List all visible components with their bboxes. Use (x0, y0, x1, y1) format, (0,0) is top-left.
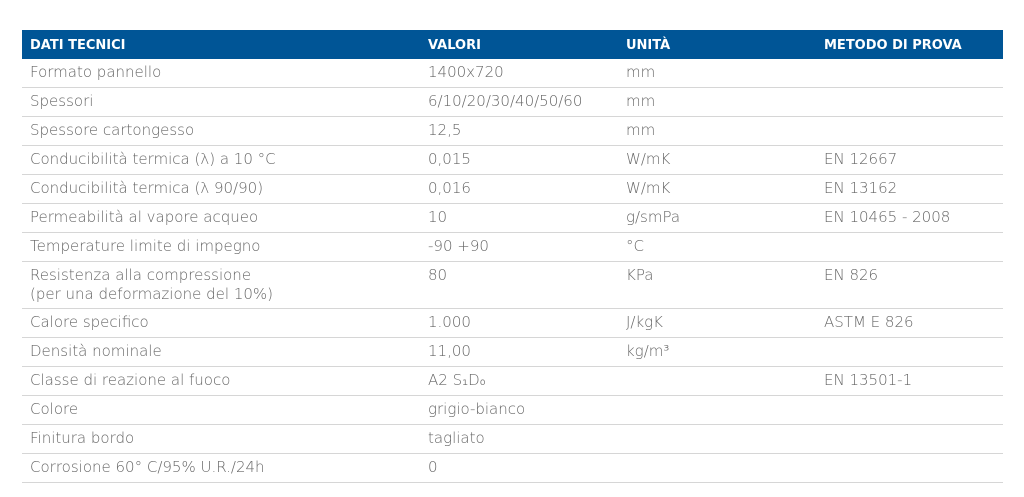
table-row: Finitura bordo tagliato (22, 424, 1003, 454)
technical-data-table: DATI TECNICI VALORI UNITÀ METODO DI PROVA F… (22, 30, 1003, 483)
table-cell: EN 826 (816, 261, 1003, 309)
table-cell: Finitura bordo (22, 424, 420, 454)
table-cell (816, 232, 1003, 262)
table-row: Permeabilità al vapore acqueo 10 g/smPa EN … (22, 203, 1003, 233)
column-header: DATI TECNICI (22, 30, 420, 59)
table-cell: Densità nominale (22, 337, 420, 367)
table-cell (816, 87, 1003, 117)
table-row: Densità nominale 11,00 kg/m³ (22, 337, 1003, 367)
table-cell: Calore specifico (22, 308, 420, 338)
table-cell: Spessore cartongesso (22, 116, 420, 146)
table-cell (816, 453, 1003, 483)
table-cell: Temperature limite di impegno (22, 232, 420, 262)
table-cell: mm (618, 59, 816, 88)
table-cell: EN 12667 (816, 145, 1003, 175)
table-row: Conducibilità termica (λ) a 10 °C 0,015 W/… (22, 145, 1003, 175)
table-cell (618, 366, 816, 396)
table-row: Temperature limite di impegno -90 +90 °C (22, 232, 1003, 262)
table-cell: 1400x720 (420, 59, 618, 88)
table-cell: ASTM E 826 (816, 308, 1003, 338)
table-cell: 1.000 (420, 308, 618, 338)
table-cell: W/mK (618, 174, 816, 204)
table-cell: 80 (420, 261, 618, 309)
table-cell (816, 337, 1003, 367)
table-cell: EN 13162 (816, 174, 1003, 204)
table-cell: 0,015 (420, 145, 618, 175)
table-cell (816, 59, 1003, 88)
column-header: UNITÀ (618, 30, 816, 59)
table-cell: 11,00 (420, 337, 618, 367)
table-cell: 0,016 (420, 174, 618, 204)
table-cell: Conducibilità termica (λ) a 10 °C (22, 145, 420, 175)
table-row: Spessore cartongesso 12,5 mm (22, 116, 1003, 146)
table-cell: tagliato (420, 424, 618, 454)
table-cell (816, 395, 1003, 425)
table-cell (618, 453, 816, 483)
table-cell: -90 +90 (420, 232, 618, 262)
table-cell: Classe di reazione al fuoco (22, 366, 420, 396)
table-cell (618, 424, 816, 454)
table-cell: J/kgK (618, 308, 816, 338)
table-cell: 0 (420, 453, 618, 483)
table-cell: Spessori (22, 87, 420, 117)
table-cell: kg/m³ (618, 337, 816, 367)
table-cell: 10 (420, 203, 618, 233)
table-cell: Corrosione 60° C/95% U.R./24h (22, 453, 420, 483)
table-row: Corrosione 60° C/95% U.R./24h 0 (22, 453, 1003, 483)
table-cell (816, 424, 1003, 454)
header-row: DATI TECNICI VALORI UNITÀ METODO DI PROVA (22, 30, 1003, 59)
table-cell: °C (618, 232, 816, 262)
table-row: Calore specifico 1.000 J/kgK ASTM E 826 (22, 308, 1003, 338)
table-cell (816, 116, 1003, 146)
table-cell: W/mK (618, 145, 816, 175)
table-row: Classe di reazione al fuoco A2 S₁D₀ EN 135… (22, 366, 1003, 396)
table-cell: Conducibilità termica (λ 90/90) (22, 174, 420, 204)
table-cell (618, 395, 816, 425)
table-cell: A2 S₁D₀ (420, 366, 618, 396)
table-cell: grigio-bianco (420, 395, 618, 425)
table-row: Resistenza alla compressione (per una de… (22, 261, 1003, 309)
table-cell: mm (618, 87, 816, 117)
column-header: METODO DI PROVA (816, 30, 1003, 59)
table-cell: EN 13501-1 (816, 366, 1003, 396)
column-header: VALORI (420, 30, 618, 59)
table-row: Colore grigio-bianco (22, 395, 1003, 425)
table-cell: Colore (22, 395, 420, 425)
table-cell: KPa (618, 261, 816, 309)
table-cell: g/smPa (618, 203, 816, 233)
table-cell: 6/10/20/30/40/50/60 (420, 87, 618, 117)
table-cell: EN 10465 - 2008 (816, 203, 1003, 233)
table-row: Spessori 6/10/20/30/40/50/60 mm (22, 87, 1003, 117)
table-cell: mm (618, 116, 816, 146)
table-cell: Permeabilità al vapore acqueo (22, 203, 420, 233)
table-cell: Formato pannello (22, 59, 420, 88)
table-row: Formato pannello 1400x720 mm (22, 59, 1003, 88)
table-row: Conducibilità termica (λ 90/90) 0,016 W/mK… (22, 174, 1003, 204)
table-cell: 12,5 (420, 116, 618, 146)
table-cell: Resistenza alla compressione (per una de… (22, 261, 420, 309)
